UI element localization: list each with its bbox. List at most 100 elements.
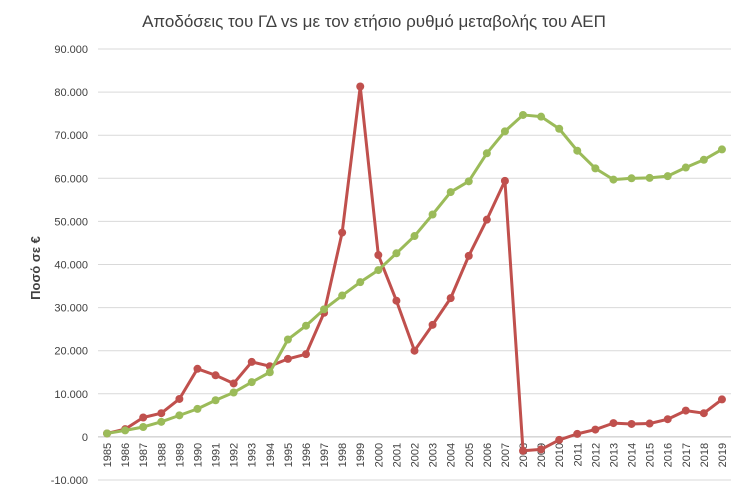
x-tick-label: 1995 [283, 443, 295, 467]
y-tick-label: 40.000 [54, 260, 88, 272]
x-tick-label: 1992 [229, 443, 241, 467]
y-tick-label: 60.000 [54, 173, 88, 185]
data-point [374, 251, 383, 260]
data-point [338, 291, 347, 300]
x-tick-label: 2019 [717, 443, 729, 467]
data-point [663, 172, 672, 181]
data-point [446, 294, 455, 303]
data-point [247, 357, 256, 366]
data-point [446, 188, 455, 197]
series-1 [103, 82, 726, 455]
x-tick-label: 2007 [500, 443, 512, 467]
x-tick-label: 1986 [120, 443, 132, 467]
data-point [627, 419, 636, 428]
data-point [229, 388, 238, 397]
data-point [428, 210, 437, 219]
data-point [681, 163, 690, 172]
data-point [645, 173, 654, 182]
x-tick-label: 2004 [446, 443, 458, 467]
series-line [106, 113, 723, 435]
x-tick-label: 2005 [464, 443, 476, 467]
data-point [157, 409, 166, 418]
data-point [699, 409, 708, 418]
x-tick-label: 1989 [174, 443, 186, 467]
x-tick-label: 2002 [410, 443, 422, 467]
x-tick-label: 2000 [373, 443, 385, 467]
y-tick-label: -10.000 [51, 475, 88, 487]
data-point [211, 371, 220, 380]
x-tick-label: 2015 [645, 443, 657, 467]
x-tick-label: 2013 [608, 443, 620, 467]
data-point [175, 394, 184, 403]
data-point [392, 249, 401, 258]
data-point [609, 175, 618, 184]
data-point [591, 164, 600, 173]
data-point [717, 145, 726, 154]
data-point [392, 296, 401, 305]
data-point [374, 266, 383, 275]
data-point [139, 413, 148, 422]
x-tick-label: 1988 [156, 443, 168, 467]
data-point [428, 320, 437, 329]
x-tick-label: 2018 [699, 443, 711, 467]
series-2 [103, 110, 726, 438]
data-point [609, 419, 618, 428]
y-axis-title: Ποσό σε € [28, 236, 43, 300]
y-tick-label: 90.000 [54, 44, 88, 56]
gridlines [98, 48, 731, 481]
data-point [193, 364, 202, 373]
data-point [193, 404, 202, 413]
x-tick-label: 1985 [102, 443, 114, 467]
chart-title: Αποδόσεις του ΓΔ vs με τον ετήσιο ρυθμό … [142, 12, 606, 31]
data-point [663, 415, 672, 424]
data-point [500, 127, 509, 136]
data-point [464, 251, 473, 260]
data-point [519, 446, 528, 455]
x-tick-label: 1993 [247, 443, 259, 467]
data-point [157, 417, 166, 426]
data-point [627, 174, 636, 183]
x-tick-label: 1997 [319, 443, 331, 467]
y-tick-label: 20.000 [54, 346, 88, 358]
x-tick-label: 1990 [192, 443, 204, 467]
data-point [283, 335, 292, 344]
x-tick-label: 2017 [681, 443, 693, 467]
data-point [356, 278, 365, 287]
x-tick-label: 1994 [265, 443, 277, 467]
data-point [573, 429, 582, 438]
y-tick-label: 80.000 [54, 87, 88, 99]
data-point [338, 228, 347, 237]
series-lines [103, 82, 726, 455]
data-point [645, 419, 654, 428]
x-axis-ticks: 1985 1986 1987 1988 1989 1990 1991 1992 1993 1994… [102, 443, 729, 467]
data-point [301, 321, 310, 330]
x-tick-label: 1987 [138, 443, 150, 467]
data-point [681, 406, 690, 415]
x-tick-label: 1998 [337, 443, 349, 467]
data-point [555, 124, 564, 133]
data-point [482, 149, 491, 158]
x-tick-label: 2001 [391, 443, 403, 467]
y-tick-label: 10.000 [54, 389, 88, 401]
y-tick-label: 0 [82, 432, 88, 444]
data-point [537, 112, 546, 121]
data-point [410, 232, 419, 241]
series-line [106, 84, 723, 453]
data-point [519, 110, 528, 119]
data-point [464, 177, 473, 186]
x-tick-label: 1999 [355, 443, 367, 467]
data-point [717, 395, 726, 404]
x-tick-label: 2016 [663, 443, 675, 467]
x-tick-label: 2012 [590, 443, 602, 467]
x-tick-label: 2006 [482, 443, 494, 467]
data-point [500, 176, 509, 185]
data-point [247, 378, 256, 387]
y-tick-label: 30.000 [54, 303, 88, 315]
data-point [537, 445, 546, 454]
data-point [699, 155, 708, 164]
x-tick-label: 2003 [428, 443, 440, 467]
data-point [320, 305, 329, 314]
x-tick-label: 2010 [554, 443, 566, 467]
data-point [103, 429, 112, 438]
